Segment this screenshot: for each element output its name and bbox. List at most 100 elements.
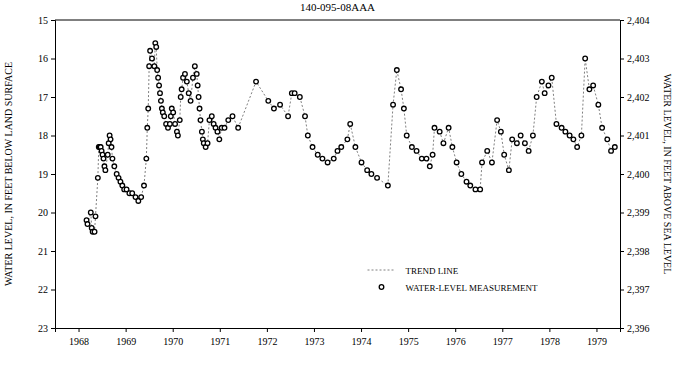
y2-tick-label: 2,398 (627, 246, 650, 257)
measurement-point (446, 126, 451, 131)
y-tick-label: 19 (38, 169, 48, 180)
y2-tick: 2,397 (620, 284, 650, 295)
measurement-point (369, 172, 374, 177)
measurement-point (609, 149, 614, 154)
x-tick-mark (549, 328, 550, 332)
x-tick-label: 1974 (352, 336, 372, 347)
x-tick: 1968 (69, 328, 89, 347)
y-tick-label: 20 (38, 207, 48, 218)
measurement-point (315, 152, 320, 157)
y-tick-mark (51, 59, 55, 60)
x-tick-mark (79, 328, 80, 332)
measurement-point (359, 160, 364, 165)
measurement-point (217, 137, 222, 142)
measurement-point (325, 160, 330, 165)
x-tick: 1972 (257, 328, 277, 347)
y2-tick: 2,396 (620, 323, 650, 334)
x-axis: 1968196919701971197219731974197519761977… (56, 328, 621, 347)
y2-tick-mark (620, 136, 624, 137)
measurement-point (139, 195, 144, 200)
measurement-point (148, 49, 153, 54)
y2-tick-label: 2,396 (627, 323, 650, 334)
measurement-point (200, 129, 205, 134)
measurement-point (507, 168, 512, 173)
trend-line (87, 43, 615, 232)
y-tick-mark (51, 20, 55, 21)
measurement-point (110, 156, 115, 161)
y2-tick-label: 2,403 (627, 53, 650, 64)
measurement-point (386, 183, 391, 188)
legend-label: WATER-LEVEL MEASUREMENT (406, 283, 538, 293)
x-tick: 1978 (540, 328, 560, 347)
measurement-point (278, 102, 283, 107)
plot-area (84, 41, 617, 234)
measurement-point (579, 133, 584, 138)
x-tick-mark (126, 328, 127, 332)
measurement-point (266, 99, 271, 104)
y2-tick-mark (620, 20, 624, 21)
measurement-point (178, 95, 183, 100)
measurement-point (495, 118, 500, 123)
measurement-point (399, 87, 404, 92)
measurement-point (559, 126, 564, 131)
x-tick-label: 1968 (69, 336, 89, 347)
measurement-point (215, 129, 220, 134)
measurement-point (150, 56, 155, 61)
x-tick-label: 1975 (399, 336, 419, 347)
y2-tick-mark (620, 174, 624, 175)
measurement-point (534, 95, 539, 100)
y2-tick: 2,402 (620, 92, 650, 103)
y-tick-mark (51, 213, 55, 214)
x-tick: 1976 (446, 328, 466, 347)
x-tick-label: 1969 (116, 336, 136, 347)
measurement-point (563, 129, 568, 134)
x-tick-mark (596, 328, 597, 332)
y-tick-label: 23 (38, 323, 48, 334)
measurement-point (591, 83, 596, 88)
measurement-point (177, 118, 182, 123)
y2-tick: 2,399 (620, 207, 650, 218)
x-tick-label: 1978 (540, 336, 560, 347)
measurement-point (365, 168, 370, 173)
y-tick: 23 (38, 323, 55, 334)
legend-label: TREND LINE (406, 266, 459, 276)
measurement-point (391, 102, 396, 107)
measurement-point (613, 145, 618, 150)
measurement-point (450, 145, 455, 150)
measurement-point (147, 64, 152, 69)
x-axis-line (56, 329, 621, 333)
x-tick-label: 1976 (446, 336, 466, 347)
measurement-point (542, 91, 547, 96)
measurement-point (272, 106, 277, 111)
measurement-point (191, 75, 196, 80)
y2-tick-mark (620, 59, 624, 60)
y-tick: 21 (38, 246, 55, 257)
legend: TREND LINE WATER-LEVEL MEASUREMENT (368, 266, 538, 293)
y-tick: 18 (38, 130, 55, 141)
measurement-point (226, 118, 231, 123)
measurement-point (554, 122, 559, 127)
chart: 140-095-08AAA196819691970197119721973197… (0, 0, 675, 384)
measurement-point (103, 168, 108, 173)
measurement-point (526, 149, 531, 154)
measurement-point (348, 122, 353, 127)
measurement-point (402, 106, 407, 111)
measurement-point (468, 183, 473, 188)
y-tick-label: 17 (38, 92, 48, 103)
measurement-point (186, 91, 191, 96)
x-tick: 1971 (210, 328, 230, 347)
measurement-point (93, 214, 98, 219)
measurement-point (575, 145, 580, 150)
x-tick-mark (314, 328, 315, 332)
measurement-point (209, 114, 214, 119)
y2-tick: 2,401 (620, 130, 650, 141)
measurement-point (193, 64, 198, 69)
x-tick-mark (220, 328, 221, 332)
measurement-point (414, 149, 419, 154)
y2-axis-title: WATER LEVEL, IN FEET ABOVE SEA LEVEL (662, 74, 673, 275)
measurement-point (108, 137, 113, 142)
x-tick-label: 1973 (304, 336, 324, 347)
measurement-point (101, 156, 106, 161)
y-tick-label: 15 (38, 15, 48, 26)
measurement-point (478, 187, 483, 192)
